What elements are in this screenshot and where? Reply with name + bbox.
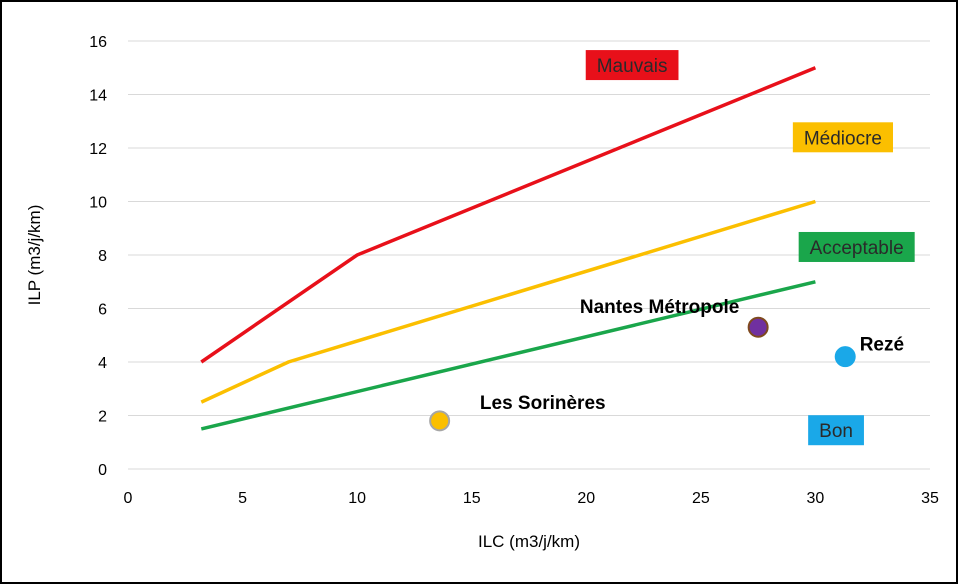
zone-label-text: Médiocre bbox=[804, 128, 882, 149]
zone-label-mauvais: Mauvais bbox=[585, 50, 679, 81]
y-tick-label: 2 bbox=[98, 409, 107, 426]
series-line bbox=[200, 280, 816, 431]
zone-label-box bbox=[585, 50, 679, 81]
zone-label-médiocre: Médiocre bbox=[792, 122, 893, 153]
x-tick-label: 30 bbox=[807, 490, 825, 507]
zone-label-box bbox=[808, 415, 864, 446]
data-point bbox=[834, 346, 856, 368]
x-tick-label: 10 bbox=[348, 490, 366, 507]
y-tick-label: 6 bbox=[98, 302, 107, 319]
zone-label-box bbox=[798, 231, 915, 262]
zone-label-text: Mauvais bbox=[597, 56, 668, 77]
series-line bbox=[200, 66, 817, 364]
zone-label-acceptable: Acceptable bbox=[798, 231, 915, 262]
series-lines bbox=[200, 66, 817, 431]
zone-label-text: Acceptable bbox=[810, 238, 904, 259]
zone-labels: Mauvais Médiocre Acceptable Bon bbox=[585, 50, 915, 446]
y-tick-label: 12 bbox=[89, 141, 107, 158]
series-line bbox=[200, 199, 816, 404]
y-tick-label: 10 bbox=[89, 195, 107, 212]
zone-label-text: Bon bbox=[819, 421, 853, 442]
zone-label-box bbox=[792, 122, 893, 153]
x-axis-title: ILC (m3/j/km) bbox=[478, 532, 580, 551]
data-point-label: Les Sorinères bbox=[480, 393, 606, 414]
y-tick-label: 14 bbox=[89, 88, 107, 105]
x-tick-label: 20 bbox=[577, 490, 595, 507]
y-tick-label: 4 bbox=[98, 355, 107, 372]
data-point-label: Nantes Métropole bbox=[580, 297, 739, 318]
x-tick-label: 35 bbox=[921, 490, 939, 507]
data-point bbox=[747, 316, 769, 338]
data-point-label: Rezé bbox=[860, 334, 904, 355]
y-tick-label: 16 bbox=[89, 34, 107, 51]
x-tick-label: 5 bbox=[238, 490, 247, 507]
x-tick-label: 15 bbox=[463, 490, 481, 507]
zone-label-bon: Bon bbox=[808, 415, 864, 446]
y-tick-label: 8 bbox=[98, 248, 107, 265]
y-tick-label: 0 bbox=[98, 462, 107, 479]
x-tick-label: 25 bbox=[692, 490, 710, 507]
y-axis-title: ILP (m3/j/km) bbox=[25, 205, 44, 306]
data-points: Les Sorinères Nantes Métropole Rezé bbox=[429, 297, 904, 432]
data-point bbox=[429, 410, 451, 432]
tick-labels: 0 2 4 6 8 10 12 14 16 0 5 10 15 20 25 30 35 bbox=[89, 34, 939, 507]
x-tick-label: 0 bbox=[124, 490, 133, 507]
